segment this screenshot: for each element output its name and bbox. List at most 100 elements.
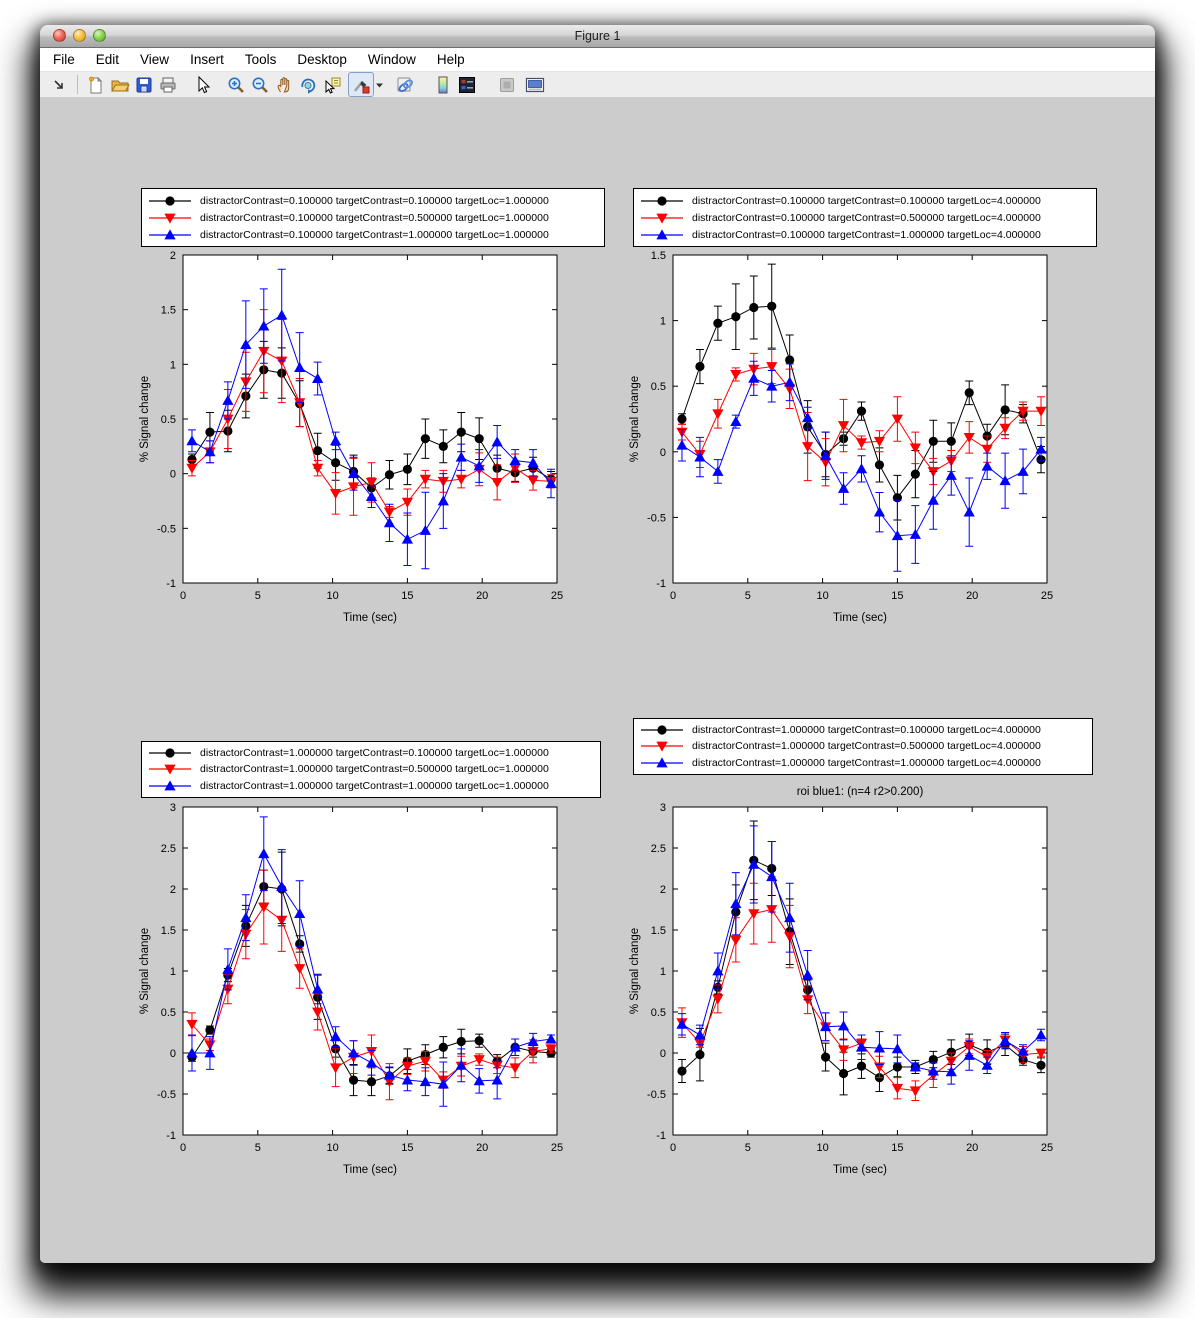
legend-entry: distractorContrast=0.100000 targetContra… — [639, 193, 1091, 209]
edit-plot-pointer-icon[interactable] — [190, 73, 214, 96]
svg-text:1.5: 1.5 — [651, 250, 666, 262]
svg-text:5: 5 — [255, 1142, 261, 1154]
menu-edit[interactable]: Edit — [95, 52, 120, 67]
legend-plot-0[interactable]: distractorContrast=0.100000 targetContra… — [141, 188, 605, 247]
close-button[interactable] — [53, 29, 66, 42]
svg-text:0: 0 — [180, 1142, 186, 1154]
legend-entry: distractorContrast=0.100000 targetContra… — [147, 227, 599, 243]
svg-text:1.5: 1.5 — [651, 925, 666, 937]
svg-text:0: 0 — [660, 1048, 666, 1060]
legend-plot-1[interactable]: distractorContrast=0.100000 targetContra… — [633, 188, 1097, 247]
svg-text:5: 5 — [745, 1142, 751, 1154]
data-cursor-icon[interactable] — [320, 73, 344, 96]
hide-plot-tools-icon[interactable] — [495, 73, 519, 96]
svg-text:% Signal change: % Signal change — [139, 928, 151, 1014]
new-figure-icon[interactable] — [84, 73, 108, 96]
zoom-out-icon[interactable] — [248, 73, 272, 96]
svg-text:1: 1 — [660, 316, 666, 328]
svg-text:10: 10 — [326, 590, 338, 602]
legend-entry: distractorContrast=1.000000 targetContra… — [147, 761, 595, 777]
svg-text:% Signal change: % Signal change — [139, 376, 151, 462]
svg-text:-0.5: -0.5 — [157, 523, 176, 535]
zoom-in-icon[interactable] — [224, 73, 248, 96]
svg-text:Time (sec): Time (sec) — [343, 612, 397, 624]
svg-text:25: 25 — [1041, 590, 1053, 602]
legend-label: distractorContrast=0.100000 targetContra… — [692, 211, 1041, 224]
svg-text:5: 5 — [255, 590, 261, 602]
svg-text:0.5: 0.5 — [161, 414, 176, 426]
legend-entry: distractorContrast=1.000000 targetContra… — [147, 778, 595, 794]
legend-entry: distractorContrast=0.100000 targetContra… — [147, 210, 599, 226]
show-plot-tools-icon[interactable] — [523, 73, 547, 96]
menu-desktop[interactable]: Desktop — [297, 52, 347, 67]
circle-legend-marker-icon — [641, 195, 683, 206]
menu-insert[interactable]: Insert — [190, 52, 224, 67]
print-icon[interactable] — [156, 73, 180, 96]
save-figure-icon[interactable] — [132, 73, 156, 96]
svg-text:Time (sec): Time (sec) — [833, 1164, 887, 1176]
menu-help[interactable]: Help — [436, 52, 465, 67]
insert-colorbar-icon[interactable] — [431, 73, 455, 96]
plot-2-canvas: 0 5 10 15 20 25 -1 -0.5 0 0.5 1 1.5 2 2.5 3 Time (sec)%… — [139, 802, 563, 1176]
svg-text:2.5: 2.5 — [161, 843, 176, 855]
legend-label: distractorContrast=1.000000 targetContra… — [692, 740, 1041, 753]
svg-text:2: 2 — [170, 250, 176, 262]
svg-text:10: 10 — [816, 590, 828, 602]
zoom-button[interactable] — [93, 29, 106, 42]
svg-text:-0.5: -0.5 — [157, 1089, 176, 1101]
legend-plot-2[interactable]: distractorContrast=1.000000 targetContra… — [141, 741, 601, 798]
legend-entry: distractorContrast=1.000000 targetContra… — [639, 738, 1087, 754]
svg-text:roi blue1: (n=4 r2>0.200): roi blue1: (n=4 r2>0.200) — [797, 786, 924, 798]
legend-entry: distractorContrast=0.100000 targetContra… — [147, 193, 599, 209]
svg-text:1.5: 1.5 — [161, 925, 176, 937]
rotate-3d-icon[interactable] — [296, 73, 320, 96]
svg-text:0.5: 0.5 — [651, 1007, 666, 1019]
triangle-down-legend-marker-icon — [149, 765, 191, 776]
triangle-up-legend-marker-icon — [641, 228, 683, 239]
brush-dropdown-icon[interactable] — [374, 73, 385, 96]
plot-0-canvas: 0 5 10 15 20 25 -1 -0.5 0 0.5 1 1.5 2 Time (sec) % Sig… — [139, 250, 563, 624]
dock-arrow-icon[interactable] — [47, 73, 71, 96]
svg-text:-1: -1 — [166, 1130, 176, 1142]
insert-legend-icon[interactable] — [455, 73, 479, 96]
svg-text:2: 2 — [170, 884, 176, 896]
legend-label: distractorContrast=0.100000 targetContra… — [692, 228, 1041, 241]
title-bar[interactable]: Figure 1 — [40, 25, 1155, 48]
svg-text:Time (sec): Time (sec) — [833, 612, 887, 624]
svg-text:15: 15 — [891, 1142, 903, 1154]
svg-text:15: 15 — [401, 1142, 413, 1154]
triangle-up-legend-marker-icon — [149, 228, 191, 239]
open-file-icon[interactable] — [108, 73, 132, 96]
menu-window[interactable]: Window — [367, 52, 416, 67]
menu-view[interactable]: View — [140, 52, 170, 67]
menu-file[interactable]: File — [53, 52, 75, 67]
svg-text:0: 0 — [670, 590, 676, 602]
svg-text:3: 3 — [170, 802, 176, 814]
legend-plot-3[interactable]: distractorContrast=1.000000 targetContra… — [633, 718, 1093, 775]
plot-3-canvas: 0 5 10 15 20 25 -1 -0.5 0 0.5 1 1.5 2 2.5 3 Time (sec)%… — [629, 786, 1053, 1176]
brush-data-icon[interactable] — [348, 72, 374, 97]
minimize-button[interactable] — [73, 29, 86, 42]
svg-text:10: 10 — [816, 1142, 828, 1154]
plot-1-canvas: 0 5 10 15 20 25 -1 -0.5 0 0.5 1 1.5 Time (sec) % Sign… — [629, 250, 1053, 624]
svg-text:15: 15 — [401, 590, 413, 602]
figure-canvas: distractorContrast=0.100000 targetContra… — [40, 97, 1155, 1263]
svg-text:0: 0 — [670, 1142, 676, 1154]
legend-entry: distractorContrast=0.100000 targetContra… — [639, 210, 1091, 226]
toolbar-separator — [77, 75, 78, 94]
svg-text:25: 25 — [551, 1142, 563, 1154]
link-plot-icon[interactable] — [393, 73, 417, 96]
svg-text:-1: -1 — [656, 578, 666, 590]
legend-label: distractorContrast=0.100000 targetContra… — [200, 211, 549, 224]
legend-label: distractorContrast=0.100000 targetContra… — [200, 194, 549, 207]
brush-group — [348, 72, 385, 97]
legend-label: distractorContrast=1.000000 targetContra… — [200, 763, 549, 776]
traffic-lights — [53, 29, 106, 42]
pan-hand-icon[interactable] — [272, 73, 296, 96]
svg-text:20: 20 — [966, 1142, 978, 1154]
svg-text:-1: -1 — [656, 1130, 666, 1142]
svg-text:0.5: 0.5 — [651, 381, 666, 393]
menu-tools[interactable]: Tools — [244, 52, 277, 67]
svg-text:20: 20 — [966, 590, 978, 602]
svg-text:Time (sec): Time (sec) — [343, 1164, 397, 1176]
